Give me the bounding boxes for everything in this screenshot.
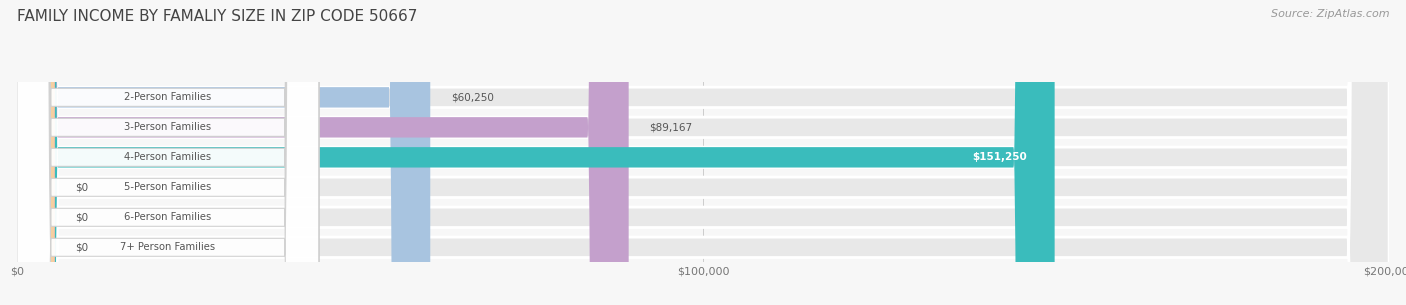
Text: $60,250: $60,250 [451,92,494,102]
FancyBboxPatch shape [17,0,1389,305]
FancyBboxPatch shape [17,0,1389,305]
FancyBboxPatch shape [17,0,1389,305]
Text: 3-Person Families: 3-Person Families [124,122,211,132]
Text: 5-Person Families: 5-Person Families [124,182,211,192]
Text: $0: $0 [75,212,89,222]
Text: $0: $0 [75,182,89,192]
Text: $0: $0 [75,242,89,252]
FancyBboxPatch shape [17,0,319,305]
Text: 4-Person Families: 4-Person Families [124,152,211,162]
FancyBboxPatch shape [17,0,628,305]
FancyBboxPatch shape [17,0,1389,305]
FancyBboxPatch shape [17,0,319,305]
FancyBboxPatch shape [17,0,55,305]
FancyBboxPatch shape [17,0,1054,305]
Text: FAMILY INCOME BY FAMALIY SIZE IN ZIP CODE 50667: FAMILY INCOME BY FAMALIY SIZE IN ZIP COD… [17,9,418,24]
Text: 7+ Person Families: 7+ Person Families [121,242,215,252]
FancyBboxPatch shape [17,0,1389,305]
FancyBboxPatch shape [17,0,319,305]
FancyBboxPatch shape [17,0,430,305]
Text: 6-Person Families: 6-Person Families [124,212,211,222]
FancyBboxPatch shape [17,0,1389,305]
FancyBboxPatch shape [17,0,55,305]
FancyBboxPatch shape [17,0,319,305]
FancyBboxPatch shape [17,0,55,305]
FancyBboxPatch shape [17,0,319,305]
Text: $89,167: $89,167 [650,122,692,132]
FancyBboxPatch shape [17,0,319,305]
Text: 2-Person Families: 2-Person Families [124,92,211,102]
Text: Source: ZipAtlas.com: Source: ZipAtlas.com [1271,9,1389,19]
Text: $151,250: $151,250 [973,152,1028,162]
